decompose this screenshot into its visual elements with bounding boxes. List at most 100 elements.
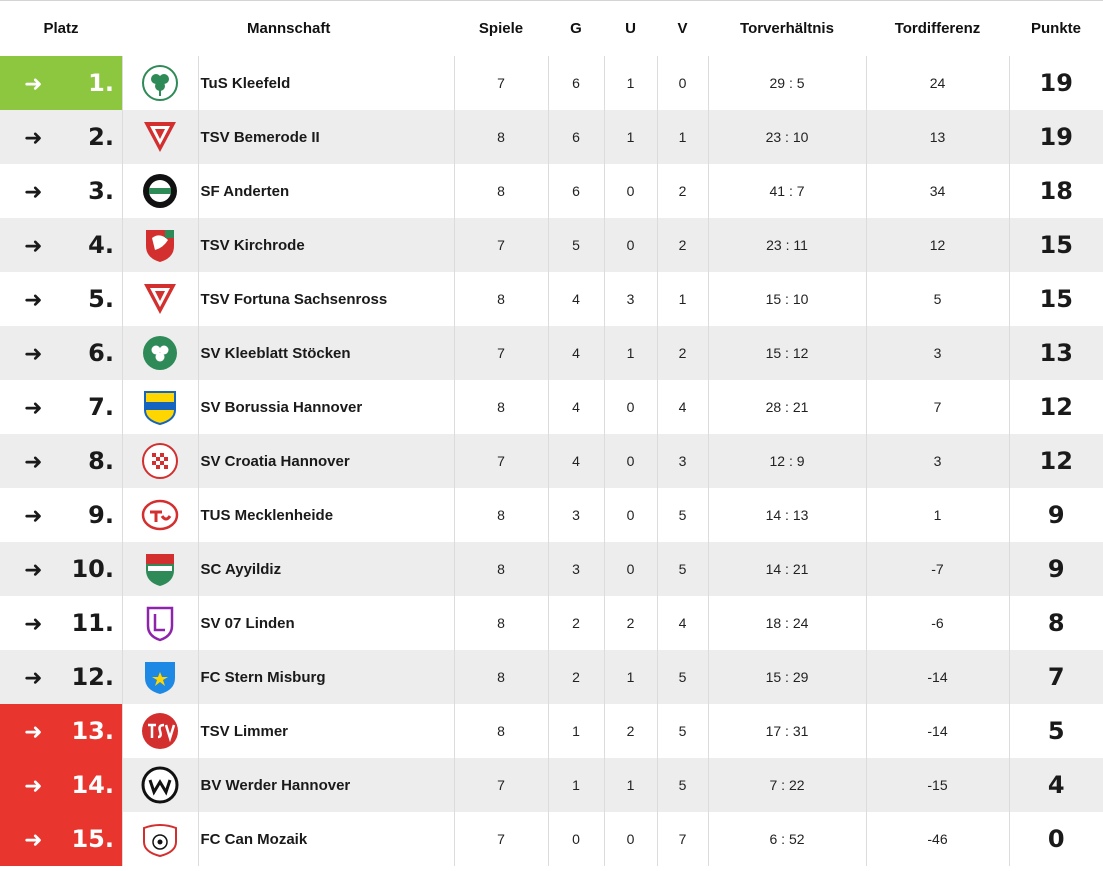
lost-cell: 2: [657, 218, 709, 272]
clover-crest-icon: [141, 64, 179, 102]
team-name[interactable]: TSV Limmer: [198, 704, 455, 758]
team-name[interactable]: FC Can Mozaik: [198, 812, 455, 866]
goals-cell: 18 : 24: [708, 596, 867, 650]
crest-cell: [121, 488, 199, 542]
won-cell: 4: [548, 434, 605, 488]
table-body: ➜ 1. TuS Kleefeld 7 6 1 0 29 : 5 24 19 ➜ 2. TSV Beme…: [0, 56, 1103, 866]
place-number: 13.: [71, 717, 114, 745]
table-row[interactable]: ➜ 12. FC Stern Misburg 8 2 1 5 15 : 29 -14 7: [0, 650, 1103, 704]
table-row[interactable]: ➜ 8. SV Croatia Hannover 7 4 0 3 12 : 9 3 12: [0, 434, 1103, 488]
points-cell: 5: [1009, 704, 1103, 758]
crest-cell: [121, 812, 199, 866]
place-number: 10.: [71, 555, 114, 583]
crest-cell: [121, 758, 199, 812]
won-cell: 6: [548, 110, 605, 164]
won-cell: 1: [548, 758, 605, 812]
points-cell: 15: [1009, 218, 1103, 272]
goals-cell: 6 : 52: [708, 812, 867, 866]
team-name[interactable]: SV 07 Linden: [198, 596, 455, 650]
games-cell: 8: [454, 704, 549, 758]
points-cell: 4: [1009, 758, 1103, 812]
lost-cell: 5: [657, 542, 709, 596]
team-name[interactable]: SV Kleeblatt Stöcken: [198, 326, 455, 380]
table-row[interactable]: ➜ 13. TSV Limmer 8 1 2 5 17 : 31 -14 5: [0, 704, 1103, 758]
place-cell: ➜ 8.: [0, 434, 122, 488]
team-name[interactable]: TUS Mecklenheide: [198, 488, 455, 542]
won-cell: 5: [548, 218, 605, 272]
purple-shield-crest-icon: [141, 604, 179, 642]
lost-cell: 0: [657, 56, 709, 110]
goals-cell: 15 : 12: [708, 326, 867, 380]
header-team: Mannschaft: [122, 0, 454, 56]
team-name[interactable]: TSV Kirchrode: [198, 218, 455, 272]
table-row[interactable]: ➜ 5. TSV Fortuna Sachsenross 8 4 3 1 15 : 10 5 15: [0, 272, 1103, 326]
team-name[interactable]: TSV Fortuna Sachsenross: [198, 272, 455, 326]
arrow-right-icon: ➜: [24, 288, 43, 313]
table-row[interactable]: ➜ 1. TuS Kleefeld 7 6 1 0 29 : 5 24 19: [0, 56, 1103, 110]
team-name[interactable]: SV Croatia Hannover: [198, 434, 455, 488]
table-row[interactable]: ➜ 2. TSV Bemerode II 8 6 1 1 23 : 10 13 19: [0, 110, 1103, 164]
place-number: 3.: [88, 177, 114, 205]
crest-cell: [121, 596, 199, 650]
yellow-blue-shield-crest-icon: [141, 388, 179, 426]
diff-cell: 13: [866, 110, 1010, 164]
lost-cell: 1: [657, 110, 709, 164]
draw-cell: 1: [604, 650, 658, 704]
table-row[interactable]: ➜ 10. SC Ayyildiz 8 3 0 5 14 : 21 -7 9: [0, 542, 1103, 596]
goals-cell: 14 : 21: [708, 542, 867, 596]
blue-star-shield-crest-icon: [141, 658, 179, 696]
crest-cell: [121, 380, 199, 434]
goals-cell: 7 : 22: [708, 758, 867, 812]
checkered-crest-icon: [141, 442, 179, 480]
team-name[interactable]: BV Werder Hannover: [198, 758, 455, 812]
points-cell: 0: [1009, 812, 1103, 866]
team-name[interactable]: SF Anderten: [198, 164, 455, 218]
draw-cell: 0: [604, 164, 658, 218]
place-cell: ➜ 13.: [0, 704, 122, 758]
crest-cell: [121, 704, 199, 758]
place-cell: ➜ 10.: [0, 542, 122, 596]
draw-cell: 1: [604, 56, 658, 110]
crest-cell: [121, 272, 199, 326]
diff-cell: 24: [866, 56, 1010, 110]
arrow-right-icon: ➜: [24, 504, 43, 529]
place-number: 4.: [88, 231, 114, 259]
table-row[interactable]: ➜ 14. BV Werder Hannover 7 1 1 5 7 : 22 -15 4: [0, 758, 1103, 812]
goals-cell: 12 : 9: [708, 434, 867, 488]
table-row[interactable]: ➜ 11. SV 07 Linden 8 2 2 4 18 : 24 -6 8: [0, 596, 1103, 650]
won-cell: 4: [548, 326, 605, 380]
points-cell: 13: [1009, 326, 1103, 380]
diff-cell: -7: [866, 542, 1010, 596]
goals-cell: 28 : 21: [708, 380, 867, 434]
crest-cell: [121, 110, 199, 164]
team-name[interactable]: SV Borussia Hannover: [198, 380, 455, 434]
team-name[interactable]: FC Stern Misburg: [198, 650, 455, 704]
won-cell: 0: [548, 812, 605, 866]
place-number: 5.: [88, 285, 114, 313]
green-clover-crest-icon: [141, 334, 179, 372]
table-row[interactable]: ➜ 9. TUS Mecklenheide 8 3 0 5 14 : 13 1 9: [0, 488, 1103, 542]
table-row[interactable]: ➜ 15. FC Can Mozaik 7 0 0 7 6 : 52 -46 0: [0, 812, 1103, 866]
crest-cell: [121, 326, 199, 380]
table-row[interactable]: ➜ 3. SF Anderten 8 6 0 2 41 : 7 34 18: [0, 164, 1103, 218]
arrow-right-icon: ➜: [24, 180, 43, 205]
arrow-right-icon: ➜: [24, 342, 43, 367]
points-cell: 15: [1009, 272, 1103, 326]
goals-cell: 17 : 31: [708, 704, 867, 758]
points-cell: 19: [1009, 110, 1103, 164]
table-row[interactable]: ➜ 7. SV Borussia Hannover 8 4 0 4 28 : 21 7 12: [0, 380, 1103, 434]
crest-cell: [121, 434, 199, 488]
games-cell: 8: [454, 488, 549, 542]
lost-cell: 5: [657, 488, 709, 542]
points-cell: 9: [1009, 542, 1103, 596]
table-row[interactable]: ➜ 4. TSV Kirchrode 7 5 0 2 23 : 11 12 15: [0, 218, 1103, 272]
lost-cell: 4: [657, 596, 709, 650]
draw-cell: 0: [604, 488, 658, 542]
team-name[interactable]: TuS Kleefeld: [198, 56, 455, 110]
crest-cell: [121, 218, 199, 272]
diff-cell: -15: [866, 758, 1010, 812]
table-row[interactable]: ➜ 6. SV Kleeblatt Stöcken 7 4 1 2 15 : 12 3 13: [0, 326, 1103, 380]
team-name[interactable]: SC Ayyildiz: [198, 542, 455, 596]
team-name[interactable]: TSV Bemerode II: [198, 110, 455, 164]
